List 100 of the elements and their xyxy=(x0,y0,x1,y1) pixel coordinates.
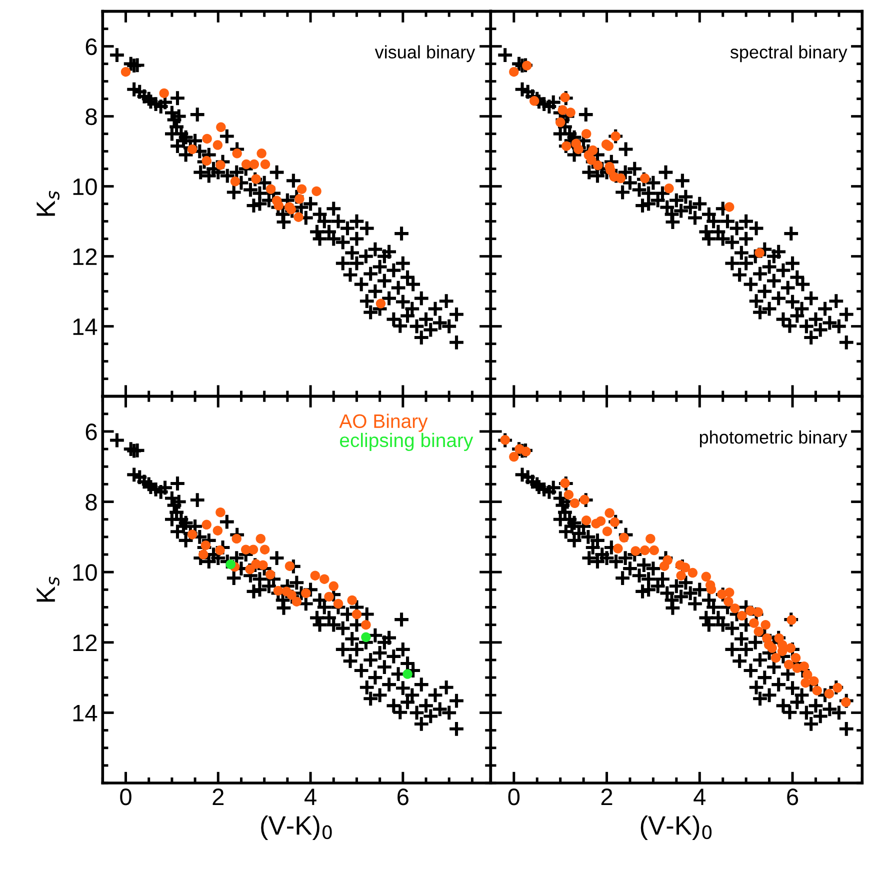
point xyxy=(274,200,284,210)
point xyxy=(724,588,734,598)
point xyxy=(737,610,747,621)
point xyxy=(361,620,371,630)
point xyxy=(256,534,266,544)
point xyxy=(258,560,268,570)
text: eclipsing binary xyxy=(340,432,474,452)
point xyxy=(245,564,255,574)
point xyxy=(581,516,592,526)
point xyxy=(786,643,796,653)
point xyxy=(760,620,770,630)
annotation: visual binary xyxy=(374,45,476,62)
point xyxy=(187,144,198,154)
point xyxy=(248,544,258,554)
point xyxy=(232,534,242,544)
point xyxy=(312,186,322,196)
point xyxy=(754,248,764,258)
x-tick-label: 2 xyxy=(212,788,224,805)
point xyxy=(333,598,344,609)
point xyxy=(724,202,734,212)
point xyxy=(602,526,612,536)
point xyxy=(784,660,794,670)
point xyxy=(555,117,566,128)
x-tick-label: 6 xyxy=(398,788,408,806)
x-axis-title: (V-K)$_{0}$ xyxy=(261,815,332,840)
point xyxy=(799,661,809,672)
point xyxy=(580,494,590,505)
point xyxy=(754,626,764,636)
point xyxy=(529,96,540,106)
point xyxy=(296,184,307,194)
x-axis-title: (V-K)$_{0}$ xyxy=(640,815,712,840)
point xyxy=(284,561,295,571)
point xyxy=(509,452,519,462)
point xyxy=(328,581,338,592)
point xyxy=(292,596,302,606)
point xyxy=(640,173,650,184)
point xyxy=(749,618,759,628)
point xyxy=(730,603,740,614)
text: AO Binary xyxy=(339,414,428,432)
point xyxy=(212,526,223,536)
point xyxy=(841,697,851,708)
point xyxy=(260,544,270,554)
point xyxy=(352,609,362,620)
point xyxy=(256,148,266,158)
point xyxy=(640,545,650,556)
point xyxy=(324,592,334,602)
point xyxy=(241,159,252,170)
point xyxy=(560,478,570,488)
point xyxy=(273,586,284,596)
point xyxy=(593,160,603,170)
point xyxy=(800,678,810,688)
y-axis-title: K$_{s}$ xyxy=(36,576,60,602)
point xyxy=(265,570,276,580)
point xyxy=(610,517,620,528)
x-tick-label: 0 xyxy=(508,788,520,806)
x-tick-label: 6 xyxy=(787,788,798,806)
point xyxy=(564,490,574,500)
point xyxy=(402,669,412,679)
point xyxy=(198,550,208,560)
point xyxy=(786,615,796,625)
point xyxy=(680,562,690,572)
point xyxy=(212,140,223,150)
point xyxy=(646,534,656,544)
y-tick-label: 6 xyxy=(86,424,97,440)
point xyxy=(790,653,801,663)
point xyxy=(809,676,819,686)
point xyxy=(616,173,626,184)
point xyxy=(604,141,614,151)
point xyxy=(659,561,670,571)
point xyxy=(215,545,225,556)
point xyxy=(310,570,320,580)
point xyxy=(159,88,169,98)
point xyxy=(558,105,568,115)
point xyxy=(216,122,226,132)
point xyxy=(251,174,261,184)
y-tick-label: 14 xyxy=(73,705,98,722)
point xyxy=(361,632,371,642)
point xyxy=(630,546,640,556)
point xyxy=(187,530,198,540)
point xyxy=(216,507,226,518)
point xyxy=(230,176,240,186)
point xyxy=(570,498,580,508)
point xyxy=(566,108,576,118)
annotation: spectral binary xyxy=(730,45,848,62)
point xyxy=(522,60,532,70)
point xyxy=(560,92,570,102)
y-tick-label: 6 xyxy=(86,38,97,56)
point xyxy=(596,516,606,526)
x-tick-label: 4 xyxy=(694,788,706,805)
point xyxy=(812,686,822,696)
point xyxy=(202,134,212,144)
y-tick-label: 12 xyxy=(73,634,97,651)
point xyxy=(832,682,842,693)
point xyxy=(574,144,584,154)
point xyxy=(824,688,834,699)
y-tick-label: 8 xyxy=(86,494,97,511)
point xyxy=(613,544,623,554)
point xyxy=(320,574,330,584)
point xyxy=(764,640,774,650)
x-tick-label: 0 xyxy=(120,788,132,806)
